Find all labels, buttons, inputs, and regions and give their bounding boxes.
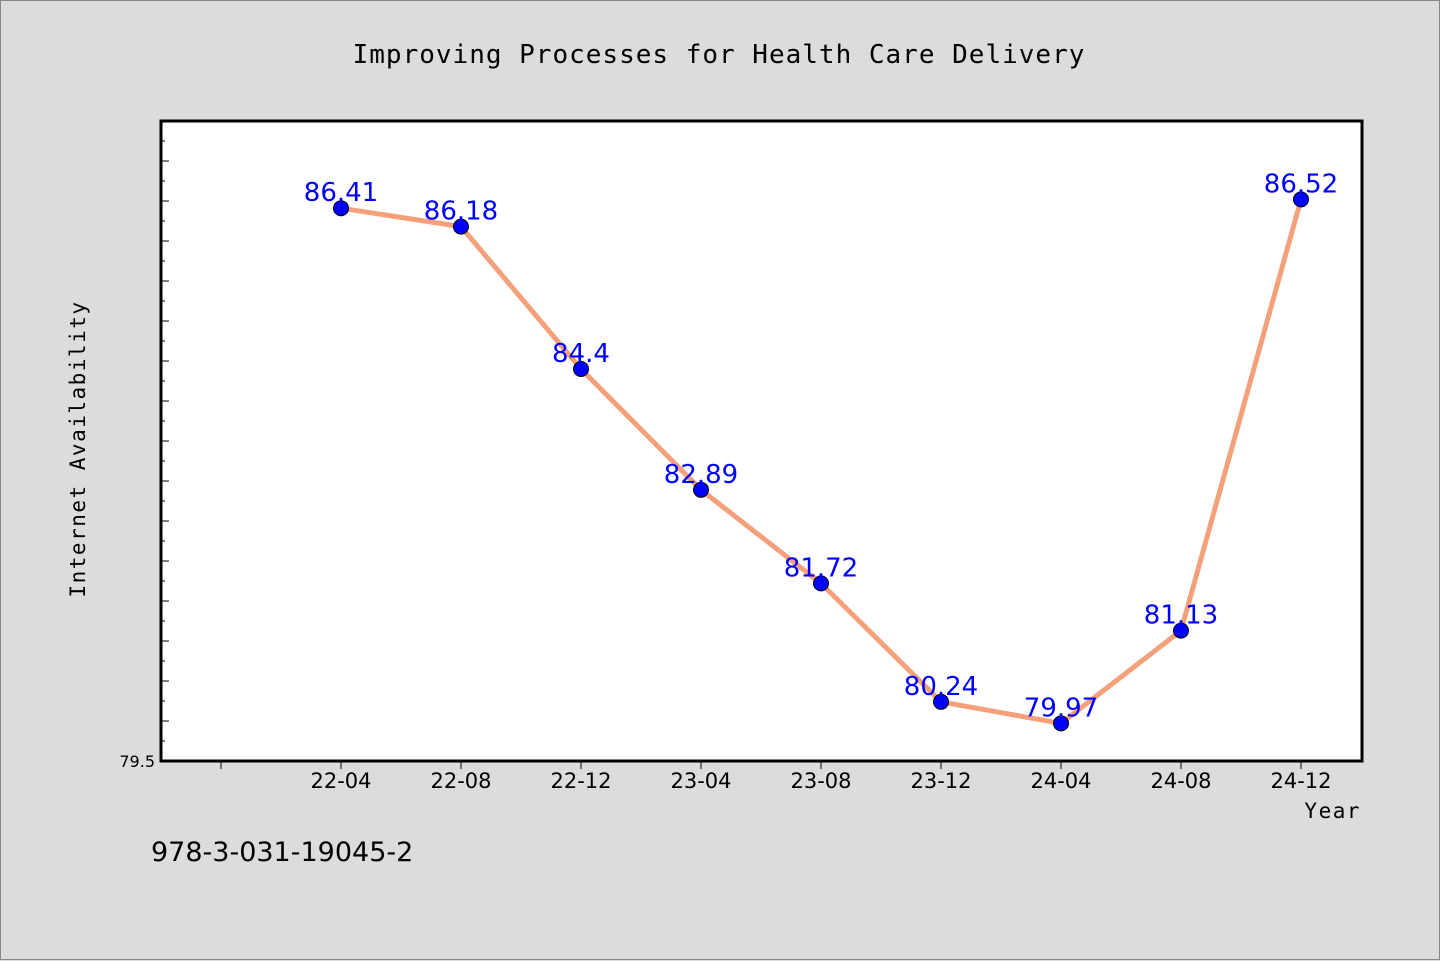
x-tick-label: 22-04: [310, 769, 371, 793]
data-point-marker: [453, 218, 469, 235]
y-tick-label: 79.5: [119, 752, 155, 771]
x-tick-label: 23-08: [790, 769, 851, 793]
data-label: 86.52: [1264, 169, 1338, 199]
data-point-marker: [693, 481, 709, 498]
data-point-marker: [933, 693, 949, 710]
data-point-marker: [1173, 622, 1189, 639]
x-tick-label: 23-12: [910, 769, 971, 793]
data-label: 80.24: [904, 672, 978, 702]
x-axis-tick-labels: 22-04 22-08 22-12 23-04 23-08 23-12 24-04 24-08…: [310, 769, 1331, 793]
data-label: 79.97: [1024, 693, 1098, 723]
data-label: 82.89: [664, 460, 738, 490]
series-markers: [333, 191, 1309, 732]
x-tick-label: 24-08: [1150, 769, 1211, 793]
data-label: 81.13: [1144, 601, 1218, 631]
footer-identifier: 978-3-031-19045-2: [151, 837, 414, 868]
data-point-marker: [573, 361, 589, 377]
data-labels: 86.41 86.18 84.4 82.89 81.72 80.24 79.97 81.13 8…: [304, 169, 1338, 723]
data-label: 86.41: [304, 178, 378, 208]
data-point-marker: [333, 200, 349, 217]
plot-area: [159, 119, 1364, 763]
x-tick-label: 24-04: [1030, 769, 1091, 793]
x-axis-label: Year: [1304, 799, 1361, 823]
data-label: 81.72: [784, 553, 858, 583]
x-tick-label: 22-12: [550, 769, 611, 793]
data-label: 84.4: [552, 339, 610, 369]
y-axis-tick-labels: 79.5: [119, 752, 155, 771]
data-point-marker: [813, 575, 829, 592]
x-tick-label: 22-08: [430, 769, 491, 793]
y-axis-ticks: [161, 120, 169, 762]
data-point-marker: [1053, 715, 1069, 732]
x-tick-label: 23-04: [670, 769, 731, 793]
chart-title: Improving Processes for Health Care Deli…: [353, 40, 1086, 70]
x-axis-ticks: [220, 761, 1302, 769]
x-tick-label: 24-12: [1270, 769, 1331, 793]
y-axis-label: Internet Availability: [66, 300, 90, 597]
data-point-marker: [1293, 191, 1309, 208]
data-label: 86.18: [424, 197, 498, 227]
